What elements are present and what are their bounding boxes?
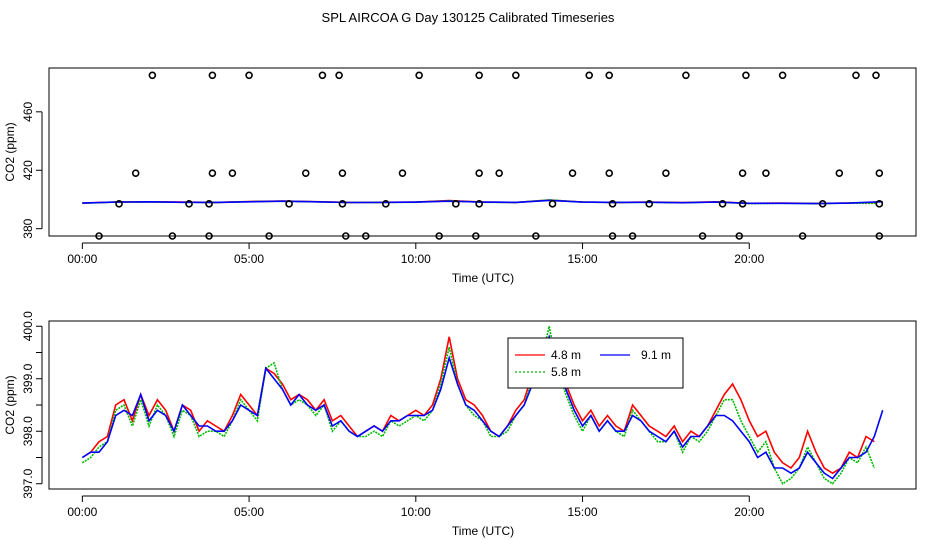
calibration-marker <box>682 71 690 80</box>
legend-box <box>507 337 684 389</box>
calibration-marker <box>532 232 540 240</box>
calibration-marker <box>835 169 844 177</box>
calibration-marker <box>762 169 770 177</box>
calibration-marker <box>338 200 347 208</box>
calibration-marker <box>872 71 880 80</box>
legend-label-5-8m: 5.8 m <box>551 365 581 379</box>
top-x-tick-label: 05:00 <box>234 252 264 266</box>
calibration-marker <box>265 232 273 240</box>
bottom-x-tick-label: 00:00 <box>67 505 97 519</box>
calibration-marker <box>512 71 520 80</box>
calibration-marker <box>852 71 860 80</box>
calibration-marker <box>245 71 253 80</box>
bottom-series-4-8-m <box>81 336 875 475</box>
bottom-y-tick-label: 398.0 <box>21 416 35 446</box>
top-y-tick-label: 460 <box>21 101 35 121</box>
calibration-marker <box>472 232 480 240</box>
calibration-marker <box>628 232 637 240</box>
calibration-marker <box>361 232 370 240</box>
calibration-marker <box>415 71 423 80</box>
top-x-tick-label: 15:00 <box>568 252 598 266</box>
calibration-marker <box>168 232 177 240</box>
top-panel: 00:00 05:00 10:00 15:00 20:00 380 420 460 Time … <box>3 67 917 285</box>
calibration-marker <box>798 232 807 240</box>
calibration-marker <box>875 169 884 177</box>
bottom-x-tick-label: 05:00 <box>234 505 264 519</box>
calibration-marker <box>381 200 390 208</box>
legend-label-9-1m: 9.1 m <box>641 348 671 362</box>
calibration-marker <box>435 232 443 240</box>
top-y-tick-label: 380 <box>21 218 35 238</box>
legend-label-4-8m: 4.8 m <box>551 348 581 362</box>
calibration-marker <box>875 232 884 240</box>
calibration-marker <box>185 200 193 208</box>
bottom-y-axis-label: CO2 (ppm) <box>3 375 17 434</box>
calibration-marker <box>208 169 217 177</box>
bottom-series-group <box>81 326 884 485</box>
bottom-axes: 00:00 05:00 10:00 15:00 20:00 397.0 398.0 399.0… <box>21 311 765 519</box>
calibration-marker <box>301 169 310 177</box>
calibration-marker <box>475 169 483 177</box>
calibration-marker <box>475 200 483 208</box>
calibration-marker <box>742 71 750 80</box>
calibration-marker <box>115 200 123 208</box>
calibration-marker <box>338 169 347 177</box>
calibration-marker <box>205 232 213 240</box>
calibration-marker <box>285 200 293 208</box>
calibration-marker <box>228 169 237 177</box>
top-x-tick-label: 00:00 <box>67 252 97 266</box>
calibration-marker <box>738 169 747 177</box>
chart-title: SPL AIRCOA G Day 130125 Calibrated Times… <box>322 10 615 25</box>
top-x-axis-label: Time (UTC) <box>452 271 514 285</box>
top-y-tick-label: 420 <box>21 160 35 180</box>
calibration-marker <box>738 200 747 208</box>
bottom-y-tick-label: 399.0 <box>21 363 35 393</box>
calibration-marker <box>568 169 577 177</box>
bottom-x-tick-label: 10:00 <box>401 505 431 519</box>
bottom-series-5-8-m <box>81 326 876 485</box>
calibration-marker <box>608 200 617 208</box>
calibration-marker <box>148 71 157 80</box>
calibration-marker <box>778 71 787 80</box>
calibration-marker <box>335 71 343 80</box>
calibration-marker <box>208 71 217 80</box>
calibration-marker <box>718 200 727 208</box>
calibration-marker <box>205 200 213 208</box>
calibration-marker <box>131 169 140 177</box>
calibration-marker <box>818 200 827 208</box>
top-x-tick-label: 10:00 <box>401 252 431 266</box>
bottom-panel: 00:00 05:00 10:00 15:00 20:00 397.0 398.0 399.0… <box>3 311 917 538</box>
calibration-marker <box>495 169 503 177</box>
top-y-axis-label: CO2 (ppm) <box>3 122 17 181</box>
bottom-x-axis-label: Time (UTC) <box>452 524 514 538</box>
top-x-tick-label: 20:00 <box>734 252 764 266</box>
bottom-x-tick-label: 20:00 <box>734 505 764 519</box>
calibration-marker <box>95 232 103 240</box>
calibration-marker <box>875 200 884 208</box>
calibration-marker <box>662 169 670 177</box>
calibration-marker <box>605 71 614 80</box>
top-plot-frame <box>48 67 917 237</box>
top-calibration-markers <box>95 71 884 240</box>
calibration-marker <box>605 169 614 177</box>
bottom-plot-frame <box>48 320 917 490</box>
bottom-y-tick-label: 400.0 <box>21 311 35 341</box>
calibration-marker <box>398 169 407 177</box>
bottom-x-tick-label: 15:00 <box>568 505 598 519</box>
calibration-marker <box>698 232 707 240</box>
top-axes: 00:00 05:00 10:00 15:00 20:00 380 420 460 <box>21 101 765 266</box>
bottom-y-tick-label: 397.0 <box>21 468 35 498</box>
calibration-marker <box>645 200 654 208</box>
legend: 4.8 m 9.1 m 5.8 m <box>507 337 684 389</box>
calibration-marker <box>318 71 327 80</box>
calibration-marker <box>452 200 460 208</box>
calibration-marker <box>608 232 617 240</box>
calibration-marker <box>548 200 557 208</box>
calibration-marker <box>585 71 594 80</box>
calibration-marker <box>341 232 350 240</box>
calibration-marker <box>475 71 483 80</box>
calibration-marker <box>735 232 744 240</box>
bottom-series-9-1-m <box>81 334 884 480</box>
